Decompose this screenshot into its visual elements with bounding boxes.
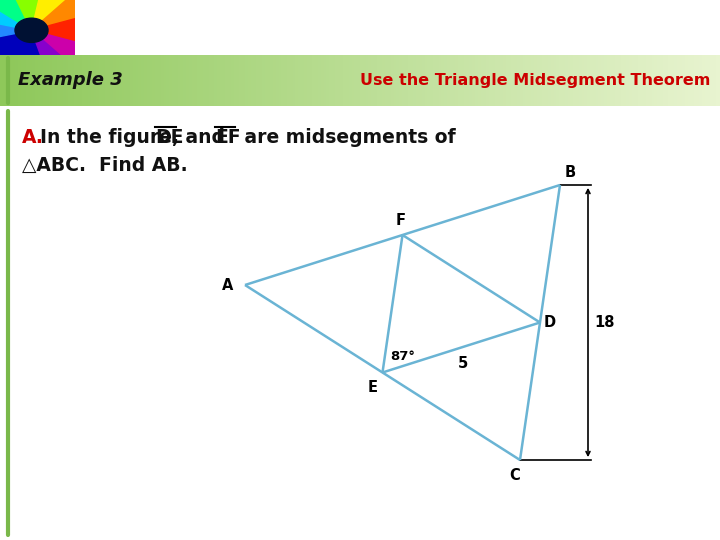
Text: Example 3: Example 3 — [18, 71, 122, 89]
Text: EF: EF — [215, 129, 240, 147]
Text: 18: 18 — [594, 315, 614, 330]
Text: are midsegments of: are midsegments of — [238, 129, 456, 147]
Text: E: E — [367, 381, 377, 395]
Text: A.: A. — [22, 129, 44, 147]
Text: Use the Triangle Midsegment Theorem: Use the Triangle Midsegment Theorem — [359, 73, 710, 87]
Text: DE: DE — [155, 129, 184, 147]
Wedge shape — [0, 0, 32, 30]
Wedge shape — [0, 18, 32, 43]
Text: GEOMETRY: GEOMETRY — [93, 9, 333, 47]
Wedge shape — [32, 0, 73, 30]
Text: 87°: 87° — [390, 349, 415, 362]
Text: C: C — [510, 468, 521, 483]
Text: In the figure,: In the figure, — [40, 129, 183, 147]
Text: GLENCOE: GLENCOE — [79, 12, 84, 42]
Text: D: D — [544, 315, 556, 330]
Text: and: and — [179, 129, 232, 147]
Wedge shape — [9, 0, 42, 30]
Wedge shape — [0, 30, 48, 77]
Text: A: A — [222, 278, 233, 293]
Wedge shape — [32, 30, 73, 76]
Wedge shape — [32, 30, 91, 66]
Text: △ABC.  Find AB.: △ABC. Find AB. — [22, 157, 188, 176]
Text: B: B — [565, 165, 576, 180]
Text: 5: 5 — [458, 355, 469, 370]
Wedge shape — [15, 18, 48, 43]
Wedge shape — [0, 0, 32, 30]
Wedge shape — [32, 0, 91, 30]
Text: F: F — [395, 213, 405, 228]
Wedge shape — [32, 14, 95, 46]
